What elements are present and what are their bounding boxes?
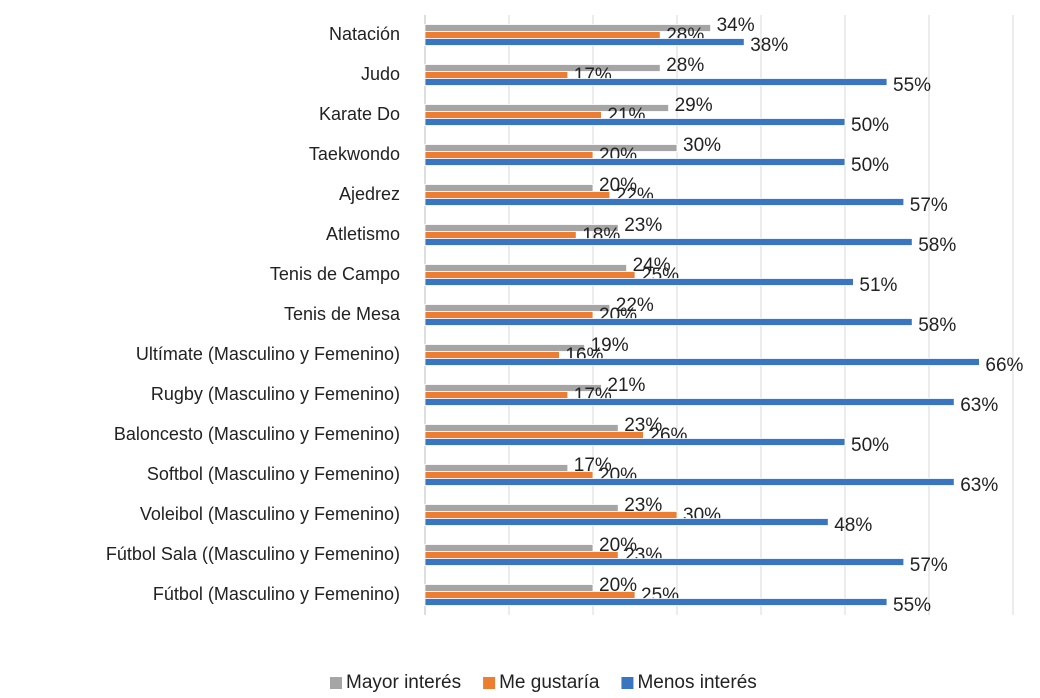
data-label: 50%: [851, 155, 889, 176]
data-label: 20%: [599, 175, 637, 196]
bar: [424, 264, 628, 272]
data-label: 57%: [910, 195, 948, 216]
bar: [424, 478, 955, 486]
bar: [424, 391, 569, 399]
bar: [424, 471, 594, 479]
data-label: 38%: [750, 35, 788, 56]
data-label: 23%: [624, 215, 662, 236]
bar: [424, 438, 846, 446]
data-label: 23%: [624, 495, 662, 516]
data-label: 63%: [960, 395, 998, 416]
data-label: 66%: [985, 355, 1023, 376]
data-label: 23%: [624, 415, 662, 436]
legend-label: Me gustaría: [499, 672, 600, 693]
y-tick-label: Karate Do: [319, 104, 400, 124]
bar: [424, 191, 611, 199]
legend-label: Mayor interés: [346, 672, 461, 693]
y-tick-label: Fútbol Sala ((Masculino y Femenino): [106, 544, 400, 564]
y-tick-label: Atletismo: [326, 224, 400, 244]
bar: [424, 118, 846, 126]
bar: [424, 311, 594, 319]
bar: [424, 504, 619, 512]
y-tick-label: Rugby (Masculino y Femenino): [151, 384, 400, 404]
data-label: 63%: [960, 475, 998, 496]
data-label: 58%: [918, 315, 956, 336]
bar: [424, 511, 678, 519]
data-label: 55%: [893, 595, 931, 616]
data-label: 57%: [910, 555, 948, 576]
bar: [424, 158, 846, 166]
bar: [424, 151, 594, 159]
bar: [424, 584, 594, 592]
bar: [424, 358, 980, 366]
y-tick-label: Ultímate (Masculino y Femenino): [136, 344, 400, 364]
bar: [424, 271, 636, 279]
bar: [424, 351, 560, 359]
data-label: 29%: [675, 95, 713, 116]
data-label: 34%: [717, 15, 755, 36]
y-tick-label: Softbol (Masculino y Femenino): [147, 464, 400, 484]
bar: [424, 344, 586, 352]
y-tick-label: Taekwondo: [309, 144, 400, 164]
legend-swatch: [330, 677, 342, 689]
y-tick-label: Voleibol (Masculino y Femenino): [140, 504, 400, 524]
bar: [424, 38, 745, 46]
legend-swatch: [483, 677, 496, 689]
y-tick-label: Tenis de Mesa: [284, 304, 401, 324]
bar: [424, 598, 888, 606]
bar: [424, 318, 913, 326]
data-label: 28%: [666, 55, 704, 76]
bar: [424, 551, 619, 559]
data-label: 20%: [599, 575, 637, 596]
data-label: 30%: [683, 135, 721, 156]
legend-swatch: [621, 677, 634, 689]
y-tick-label: Fútbol (Masculino y Femenino): [153, 584, 400, 604]
bar: [424, 424, 619, 432]
bar: [424, 64, 661, 72]
legend-label: Menos interés: [637, 672, 756, 693]
data-label: 19%: [591, 335, 629, 356]
data-label: 50%: [851, 115, 889, 136]
data-label: 22%: [616, 295, 654, 316]
y-tick-label: Tenis de Campo: [270, 264, 400, 284]
data-label: 17%: [574, 455, 612, 476]
bar: [424, 518, 829, 526]
y-tick-label: Baloncesto (Masculino y Femenino): [114, 424, 400, 444]
data-label: 48%: [834, 515, 872, 536]
data-label: 20%: [599, 535, 637, 556]
bar: [424, 304, 611, 312]
bar: [424, 111, 602, 119]
data-label: 55%: [893, 75, 931, 96]
bar: [424, 278, 854, 286]
bar: [424, 558, 905, 566]
y-tick-label: Judo: [361, 64, 400, 84]
bar: [424, 31, 661, 39]
y-tick-label: Natación: [329, 24, 400, 44]
bar: [424, 591, 636, 599]
bar: [424, 398, 955, 406]
data-label: 24%: [633, 255, 671, 276]
bar: [424, 544, 594, 552]
bar: [424, 431, 644, 439]
bar: [424, 78, 888, 86]
bar: [424, 144, 678, 152]
data-label: 58%: [918, 235, 956, 256]
data-label: 50%: [851, 435, 889, 456]
bar: [424, 198, 905, 206]
bar: [424, 184, 594, 192]
bar: [424, 231, 577, 239]
bar: [424, 238, 913, 246]
bar: [424, 464, 569, 472]
bar: [424, 71, 569, 79]
data-label: 21%: [607, 375, 645, 396]
data-label: 51%: [859, 275, 897, 296]
y-tick-label: Ajedrez: [339, 184, 400, 204]
